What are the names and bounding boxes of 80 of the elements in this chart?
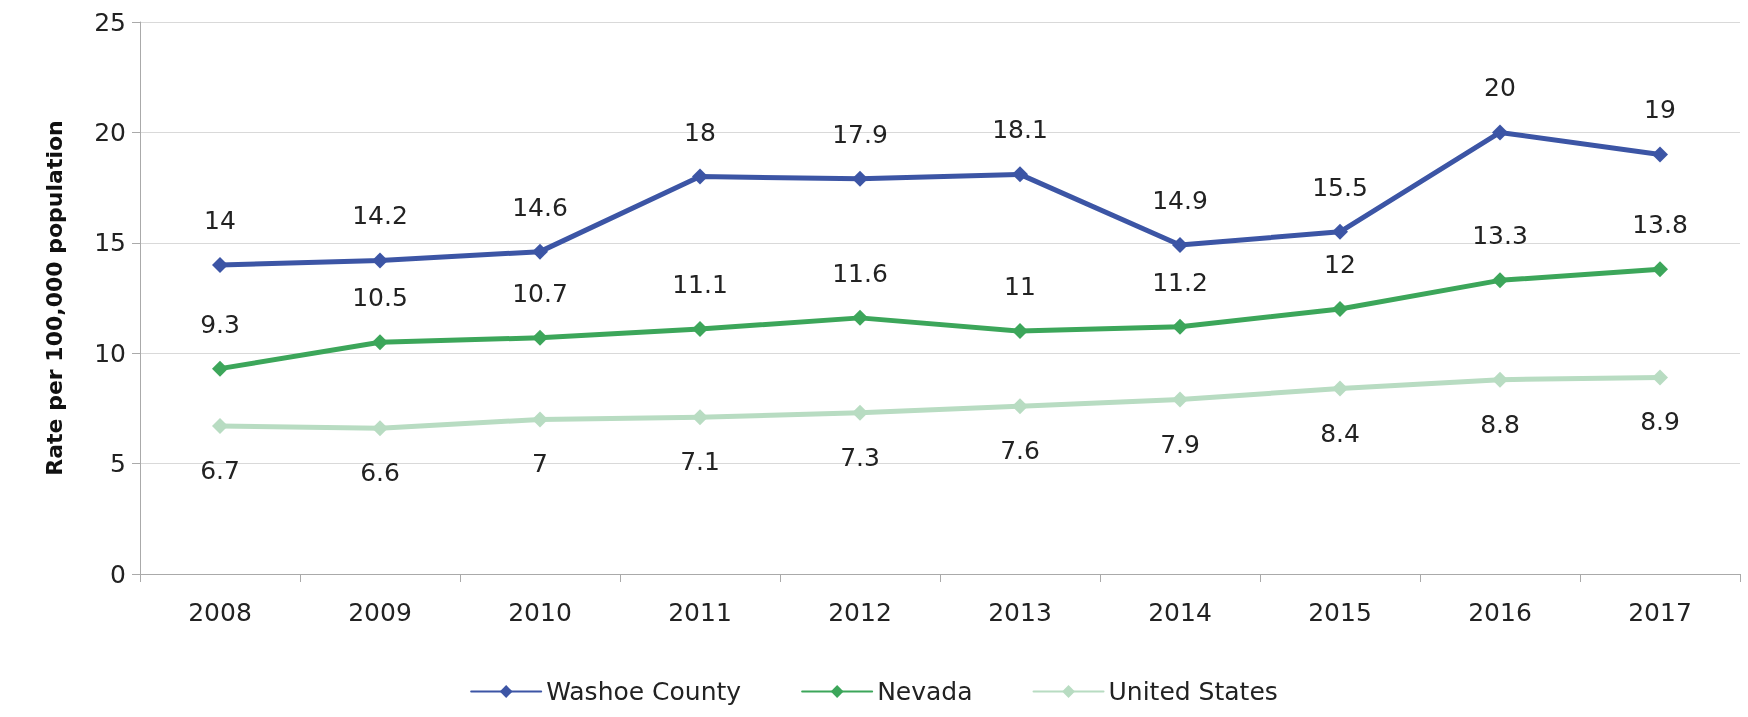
- legend-label: Nevada: [877, 677, 973, 706]
- x-tick-label: 2017: [1628, 598, 1692, 627]
- point: [532, 243, 548, 260]
- data-label: 18: [684, 117, 716, 147]
- data-label: 12: [1324, 250, 1356, 280]
- data-label: 17.9: [832, 119, 888, 149]
- y-axis-title: Rate per 100,000 population: [41, 120, 67, 476]
- data-label: 14.6: [512, 192, 568, 222]
- point: [1172, 391, 1188, 408]
- point: [372, 252, 388, 269]
- y-tick-label: 10: [94, 338, 126, 368]
- point: [532, 329, 548, 346]
- data-label: 15.5: [1312, 172, 1368, 202]
- legend-label: Washoe County: [546, 677, 742, 706]
- data-label: 11.2: [1152, 267, 1208, 297]
- data-label: 19: [1644, 95, 1676, 125]
- data-label: 20: [1484, 73, 1516, 103]
- legend-label: United States: [1108, 677, 1278, 706]
- y-tick-label: 20: [94, 117, 126, 147]
- data-label: 7.3: [840, 442, 880, 472]
- point: [692, 409, 708, 426]
- x-tick-label: 2012: [828, 598, 892, 627]
- point: [692, 168, 708, 185]
- data-label: 18.1: [992, 115, 1048, 145]
- data-label: 11: [1004, 272, 1036, 302]
- point: [1492, 272, 1508, 289]
- data-label: 14: [204, 205, 236, 235]
- x-tick-label: 2008: [188, 598, 252, 627]
- data-label: 14.9: [1152, 186, 1208, 216]
- point: [1332, 380, 1348, 397]
- point: [1652, 146, 1668, 163]
- data-label: 14.2: [352, 201, 408, 231]
- y-tick-label: 25: [94, 7, 126, 37]
- y-tick-label: 15: [94, 228, 126, 258]
- data-label: 6.7: [200, 456, 240, 486]
- data-label: 10.5: [352, 283, 408, 313]
- data-label: 13.3: [1472, 221, 1528, 251]
- x-tick-label: 2014: [1148, 598, 1212, 627]
- data-label: 6.6: [360, 458, 400, 488]
- point: [532, 411, 548, 428]
- point: [372, 334, 388, 351]
- point: [1012, 166, 1028, 183]
- data-label: 7.6: [1000, 436, 1040, 466]
- data-label: 7.1: [680, 447, 720, 477]
- data-label: 7.9: [1160, 429, 1200, 459]
- data-label: 8.4: [1320, 418, 1360, 448]
- data-label: 10.7: [512, 278, 568, 308]
- data-label: 8.8: [1480, 409, 1520, 439]
- point: [1172, 318, 1188, 335]
- point: [1652, 369, 1668, 386]
- x-tick-label: 2013: [988, 598, 1052, 627]
- point: [372, 420, 388, 437]
- x-tick-label: 2015: [1308, 598, 1372, 627]
- point: [692, 320, 708, 337]
- data-label: 13.8: [1632, 210, 1688, 240]
- x-tick-label: 2009: [348, 598, 412, 627]
- point: [212, 418, 228, 435]
- x-tick-label: 2010: [508, 598, 572, 627]
- data-label: 11.1: [672, 269, 728, 299]
- point: [1652, 261, 1668, 278]
- point: [1012, 323, 1028, 340]
- x-tick-label: 2011: [668, 598, 732, 627]
- point: [212, 256, 228, 273]
- point: [212, 360, 228, 377]
- y-tick-label: 0: [110, 559, 126, 589]
- data-label: 8.9: [1640, 407, 1680, 437]
- point: [1332, 223, 1348, 240]
- point: [852, 170, 868, 187]
- point: [852, 404, 868, 421]
- point: [852, 309, 868, 326]
- point: [1172, 237, 1188, 254]
- point: [1492, 124, 1508, 141]
- point: [1332, 301, 1348, 318]
- y-tick-label: 5: [110, 449, 126, 479]
- data-label: 7: [532, 449, 548, 479]
- point: [1012, 398, 1028, 415]
- data-label: 9.3: [200, 309, 240, 339]
- data-label: 11.6: [832, 258, 888, 288]
- x-tick-label: 2016: [1468, 598, 1532, 627]
- point: [1492, 371, 1508, 388]
